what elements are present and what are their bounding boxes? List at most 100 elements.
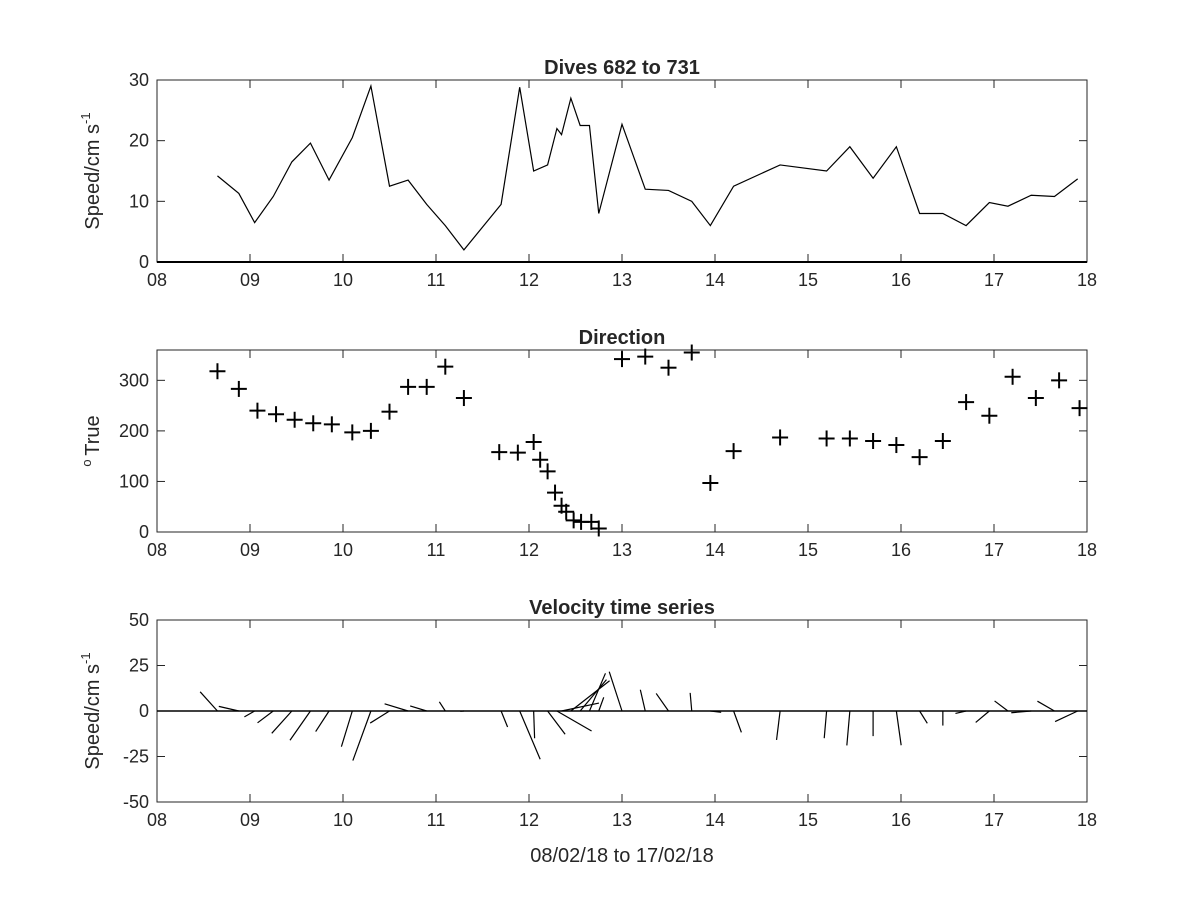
direction-point [509, 444, 526, 461]
direction-point [268, 406, 285, 423]
direction-point [841, 430, 858, 447]
direction-point [539, 463, 556, 480]
direction-point [702, 474, 719, 491]
speed-series-line [217, 83, 1079, 251]
direction-point [455, 390, 472, 407]
velocity-stick [710, 710, 722, 713]
velocity-stick [533, 710, 536, 739]
velocity-stick [775, 710, 781, 740]
velocity-stick [556, 710, 592, 732]
y-axis-label-prefix: o [79, 456, 94, 467]
velocity-stick [271, 710, 293, 734]
velocity-stick [519, 710, 541, 760]
x-tick-label: 09 [240, 540, 260, 560]
direction-point [491, 444, 508, 461]
x-tick-label: 13 [612, 810, 632, 830]
x-tick-label: 08 [147, 540, 167, 560]
velocity-stick [955, 710, 967, 715]
y-axis-label-text: Speed/cm s [82, 664, 104, 770]
direction-point [532, 451, 549, 468]
panel-3: Velocity time series 08 09 10 11 12 13 14 15 16 17… [78, 597, 1097, 867]
velocity-stick [315, 710, 330, 732]
direction-point [725, 443, 742, 460]
direction-point [249, 402, 266, 419]
direction-point [547, 484, 564, 501]
x-tick-label: 09 [240, 270, 260, 290]
velocity-stick [1054, 710, 1078, 723]
velocity-stick [409, 705, 427, 712]
velocity-stick [340, 710, 353, 747]
y-axis-label-superscript: -1 [78, 652, 93, 664]
plot-frame [156, 79, 1088, 263]
direction-point [565, 512, 582, 529]
velocity-stick [588, 673, 607, 712]
direction-point [1071, 400, 1088, 417]
x-tick-label: 15 [798, 270, 818, 290]
direction-point [660, 359, 677, 376]
velocity-stick [369, 710, 390, 724]
x-tick-label: 18 [1077, 540, 1097, 560]
direction-point [418, 378, 435, 395]
velocity-stick [257, 710, 274, 724]
direction-point [683, 344, 700, 361]
direction-point [911, 449, 928, 466]
y-tick-label: -50 [123, 792, 149, 812]
panel-title: Velocity time series [529, 597, 715, 619]
x-tick-label: 10 [333, 810, 353, 830]
direction-point [981, 407, 998, 424]
velocity-stick [289, 710, 311, 741]
y-tick-label: 200 [119, 421, 149, 441]
velocity-stick [384, 703, 409, 712]
velocity-stick [598, 697, 605, 712]
y-tick-label: 100 [119, 471, 149, 491]
direction-point [614, 351, 630, 368]
direction-point [818, 430, 835, 447]
x-tick-label: 16 [891, 270, 911, 290]
velocity-stick [218, 705, 239, 712]
x-tick-label: 14 [705, 270, 725, 290]
velocity-stick [500, 710, 509, 728]
direction-point [286, 411, 303, 428]
direction-point [934, 433, 951, 449]
x-tick-label: 18 [1077, 270, 1097, 290]
panel-title: Dives 682 to 731 [544, 57, 700, 79]
x-tick-label: 13 [612, 270, 632, 290]
direction-point [400, 378, 417, 395]
x-tick-label: 14 [705, 810, 725, 830]
x-tick-label: 17 [984, 810, 1004, 830]
velocity-stick [823, 710, 828, 739]
direction-point [1051, 372, 1068, 389]
x-tick-label: 12 [519, 540, 539, 560]
y-axis-label: o True [79, 415, 104, 466]
direction-point [344, 424, 361, 441]
y-axis-label-text: Speed/cm s [82, 124, 104, 230]
velocity-stick [438, 701, 446, 712]
direction-point [209, 363, 226, 380]
x-tick-label: 15 [798, 540, 818, 560]
y-tick-label: 20 [129, 131, 149, 151]
panel-1: Dives 682 to 731 08 09 10 11 12 13 14 15 16 17 18 0 1… [78, 57, 1097, 290]
x-tick-label: 18 [1077, 810, 1097, 830]
velocity-stick [994, 700, 1009, 712]
y-tick-label: 50 [129, 610, 149, 630]
direction-point [558, 503, 575, 520]
x-tick-label: 14 [705, 540, 725, 560]
x-tick-label: 16 [891, 810, 911, 830]
velocity-stick [919, 710, 928, 724]
x-tick-label: 08 [147, 810, 167, 830]
y-axis-label: Speed/cm s-1 [78, 652, 104, 769]
velocity-stick [579, 679, 607, 712]
velocity-stick [1037, 700, 1055, 712]
velocity-stick [655, 693, 669, 712]
direction-point [323, 416, 340, 433]
x-tick-label: 11 [427, 270, 446, 290]
direction-point [583, 513, 600, 530]
direction-point [772, 429, 789, 446]
velocity-stick [1011, 710, 1032, 714]
direction-point [958, 394, 975, 411]
y-axis-label-text: True [82, 415, 104, 455]
x-tick-label: 10 [333, 270, 353, 290]
direction-point [637, 348, 654, 365]
x-tick-label: 13 [612, 540, 632, 560]
